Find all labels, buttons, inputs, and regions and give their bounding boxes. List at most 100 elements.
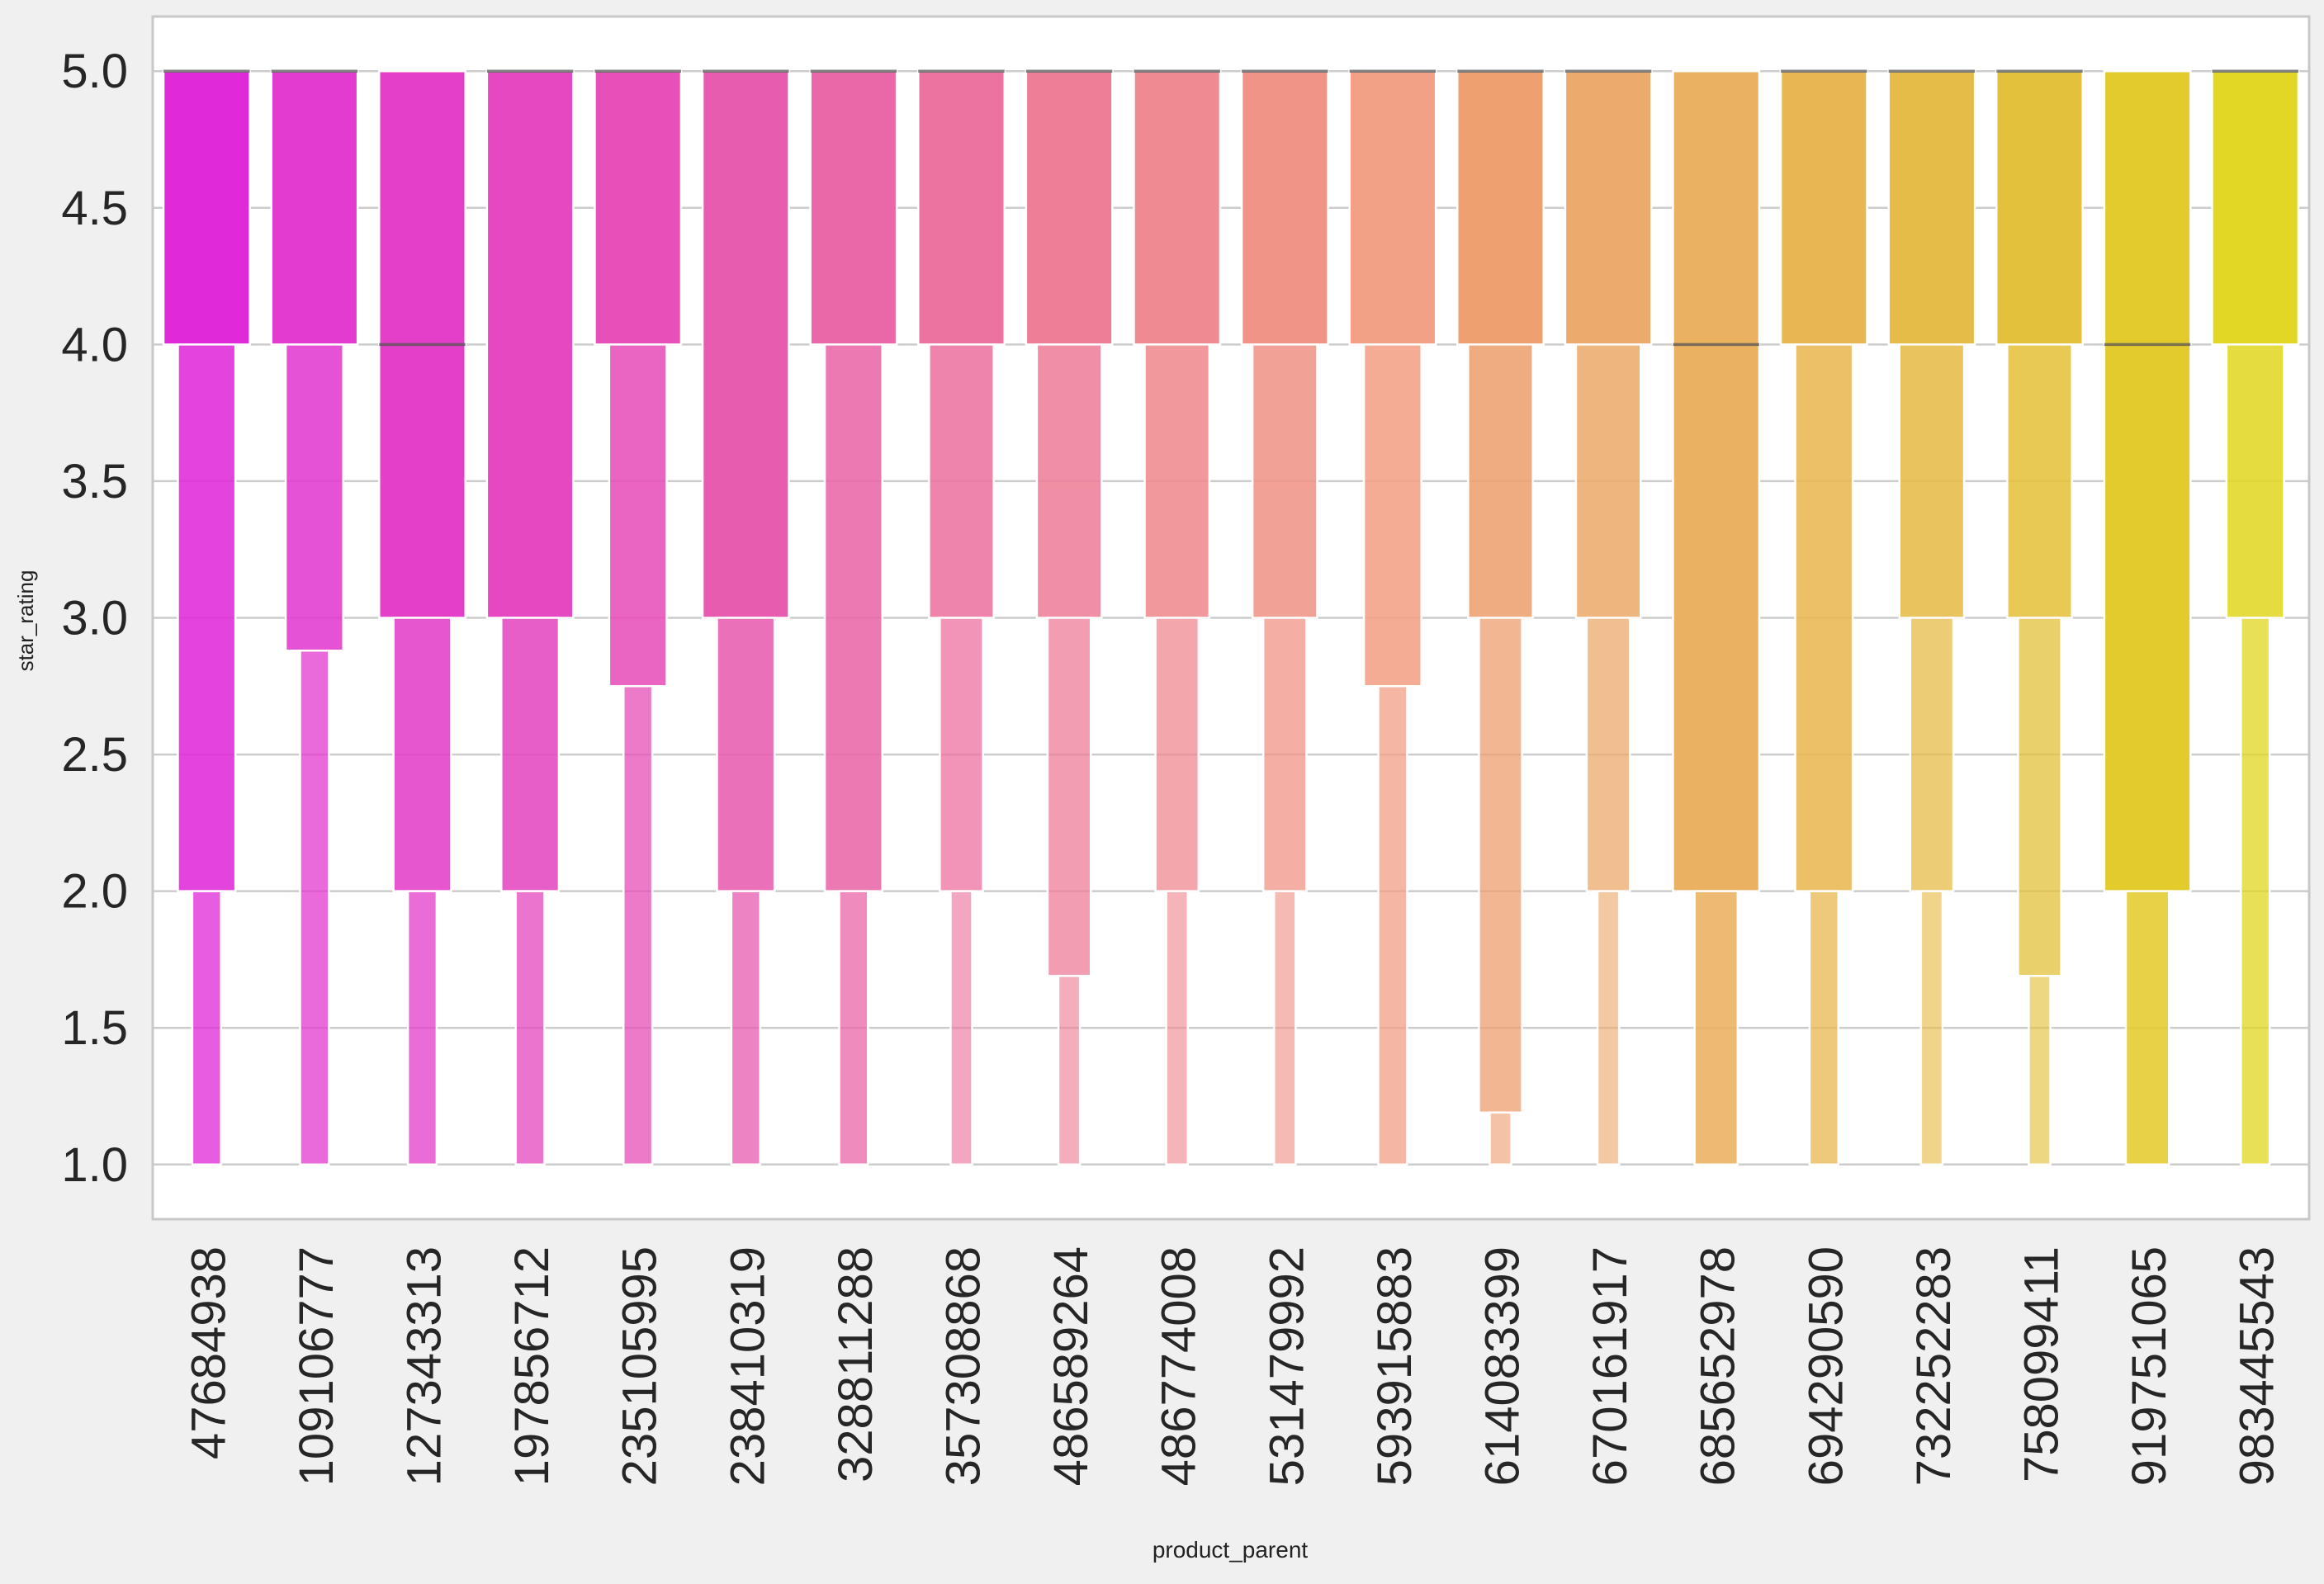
box-level xyxy=(1035,343,1103,619)
y-tick-label: 4.5 xyxy=(61,182,128,235)
box-level xyxy=(392,617,452,892)
box-983445543 xyxy=(2211,69,2300,1166)
box-593915883 xyxy=(1348,69,1437,1166)
x-tick-label: 357308868 xyxy=(937,1246,991,1486)
plot-border xyxy=(151,15,2311,1221)
box-758099411 xyxy=(1995,69,2084,1166)
box-level xyxy=(406,890,438,1166)
x-tick-label: 685652978 xyxy=(1692,1246,1745,1486)
box-level xyxy=(608,343,668,688)
box-level xyxy=(1574,343,1642,619)
box-level xyxy=(1165,890,1190,1166)
box-670161917 xyxy=(1564,69,1653,1166)
y-tick-label: 2.5 xyxy=(61,728,128,782)
box-level xyxy=(1154,617,1200,892)
y-tick-labels: 1.0 1.5 2.0 2.5 3.0 3.5 4.0 4.5 5.0 xyxy=(61,45,128,1192)
x-axis-label: product_parent xyxy=(1153,1537,1309,1563)
x-tick-label: 694290590 xyxy=(1799,1246,1853,1486)
box-level xyxy=(939,617,984,892)
box-level xyxy=(1251,343,1318,619)
box-level xyxy=(2240,617,2271,1166)
box-level xyxy=(485,69,575,619)
box-level xyxy=(730,890,761,1166)
box-level xyxy=(594,69,683,346)
x-tick-label: 235105995 xyxy=(613,1246,667,1486)
box-level xyxy=(1693,890,1739,1166)
x-tick-label: 983445543 xyxy=(2231,1246,2284,1486)
box-level xyxy=(1240,69,1329,346)
box-level xyxy=(1887,69,1976,346)
box-level xyxy=(1057,975,1082,1166)
box-328811288 xyxy=(809,69,898,1166)
box-level xyxy=(1585,617,1631,892)
x-tick-label: 328811288 xyxy=(829,1246,883,1482)
box-level xyxy=(716,617,776,892)
box-level xyxy=(191,890,222,1166)
box-level xyxy=(2017,617,2062,977)
box-47684938 xyxy=(162,69,251,1166)
box-level xyxy=(1672,69,1761,892)
box-238410319 xyxy=(701,69,790,1166)
x-tick-label: 197856712 xyxy=(505,1246,559,1486)
box-level xyxy=(1456,69,1545,346)
box-level xyxy=(1362,343,1422,688)
box-level xyxy=(1898,343,1966,619)
box-level xyxy=(177,343,237,892)
box-level xyxy=(1261,617,1308,892)
box-level xyxy=(928,343,995,619)
x-tick-label: 127343313 xyxy=(398,1246,452,1486)
x-tick-label: 486774008 xyxy=(1153,1246,1206,1486)
box-level xyxy=(514,890,546,1166)
box-level xyxy=(2124,890,2170,1166)
x-tick-labels: 47684938 109106777 127343313 197856712 23510… xyxy=(182,1246,2284,1486)
box-level xyxy=(2103,69,2192,892)
box-level xyxy=(2225,343,2285,619)
x-tick-label: 670161917 xyxy=(1583,1246,1637,1486)
box-level xyxy=(1489,1111,1512,1166)
box-level xyxy=(1272,890,1297,1166)
box-level xyxy=(1596,890,1621,1166)
x-tick-label: 919751065 xyxy=(2123,1246,2176,1486)
box-level xyxy=(1909,617,1955,892)
box-919751065 xyxy=(2103,69,2192,1166)
box-level xyxy=(823,343,883,892)
box-level xyxy=(1794,343,1854,892)
box-level xyxy=(1478,617,1523,1114)
y-tick-label: 1.0 xyxy=(61,1138,128,1192)
x-tick-label: 593915883 xyxy=(1368,1246,1422,1486)
x-tick-label: 47684938 xyxy=(182,1246,235,1459)
box-level xyxy=(701,69,790,619)
box-level xyxy=(1995,69,2084,346)
box-level xyxy=(1377,685,1408,1166)
box-level xyxy=(162,69,251,346)
box-level xyxy=(917,69,1006,346)
box-level xyxy=(1025,69,1114,346)
y-tick-label: 3.0 xyxy=(61,592,128,645)
box-127343313 xyxy=(378,69,466,1166)
box-level xyxy=(2211,69,2300,346)
x-tick-label: 486589264 xyxy=(1044,1246,1098,1486)
box-531479992 xyxy=(1240,69,1329,1166)
box-357308868 xyxy=(917,69,1006,1166)
box-685652978 xyxy=(1672,69,1761,1166)
boxes xyxy=(162,69,2300,1166)
y-tick-label: 1.5 xyxy=(61,1001,128,1055)
x-tick-label: 758099411 xyxy=(2015,1246,2069,1482)
box-level xyxy=(622,685,654,1166)
box-level xyxy=(949,890,973,1166)
box-level xyxy=(500,617,561,892)
y-axis-label: star_rating xyxy=(13,570,38,672)
box-level xyxy=(1564,69,1653,346)
box-109106777 xyxy=(270,69,359,1166)
box-732252283 xyxy=(1887,69,1976,1166)
box-level xyxy=(299,649,330,1166)
y-tick-label: 4.0 xyxy=(61,318,128,371)
box-level xyxy=(2006,343,2073,619)
y-tick-label: 5.0 xyxy=(61,45,128,98)
box-694290590 xyxy=(1779,69,1868,1166)
box-486774008 xyxy=(1133,69,1222,1166)
box-level xyxy=(1779,69,1868,346)
box-level xyxy=(1143,343,1211,619)
